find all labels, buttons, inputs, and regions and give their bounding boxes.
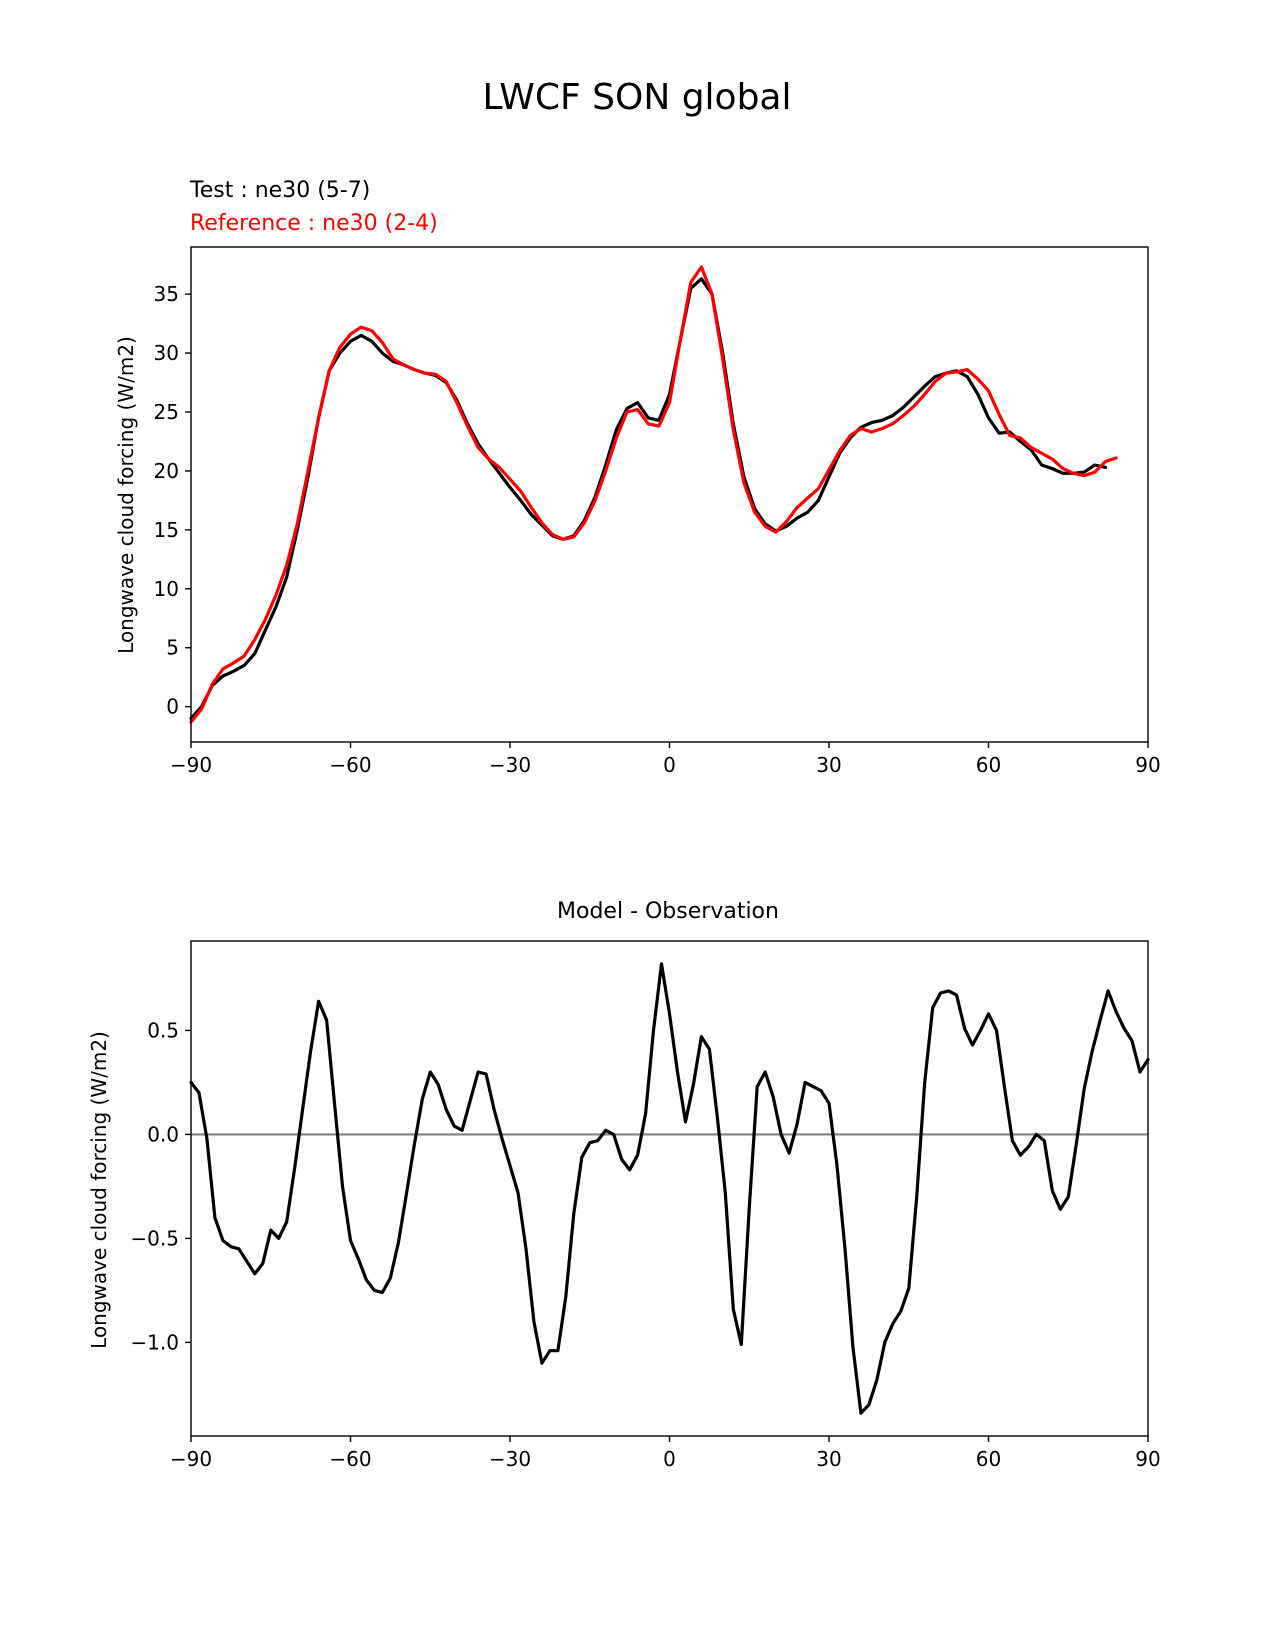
bottom-panel-title: Model - Observation [557, 899, 779, 924]
top-series-line-1 [189, 265, 1118, 724]
bottom-x-tick-label: 90 [1135, 1447, 1160, 1471]
top-y-axis-label: Longwave cloud forcing (W/m2) [114, 336, 138, 654]
top-series-line-0 [189, 277, 1108, 721]
top-panel: Test : ne30 (5-7) Reference : ne30 (2-4)… [114, 178, 1161, 777]
top-y-tick-label: 35 [154, 282, 179, 306]
bottom-axes: −90 −60 −30 0 30 60 90 −1.0 −0.5 0.0 0.5 [130, 940, 1161, 1471]
top-x-tick-label: 60 [976, 753, 1001, 777]
top-y-tick-label: 30 [154, 341, 179, 365]
bottom-y-tick-label: 0.0 [147, 1122, 179, 1146]
top-y-tick-label: 15 [154, 518, 179, 542]
bottom-x-tick-label: 30 [816, 1447, 841, 1471]
top-y-tick-label: 5 [166, 636, 179, 660]
bottom-y-tick-label: −0.5 [130, 1226, 179, 1250]
test-label: Test : ne30 (5-7) [189, 178, 370, 203]
bottom-x-tick-label: −90 [170, 1447, 212, 1471]
top-x-tick-label: 0 [663, 753, 676, 777]
top-y-tick-label: 20 [154, 459, 179, 483]
top-y-tick-label: 25 [154, 400, 179, 424]
top-x-tick-label: −90 [170, 753, 212, 777]
bottom-x-tick-label: 0 [663, 1447, 676, 1471]
top-x-tick-label: 30 [816, 753, 841, 777]
top-x-tick-label: −30 [489, 753, 531, 777]
reference-label: Reference : ne30 (2-4) [190, 211, 438, 236]
bottom-x-tick-label: −30 [489, 1447, 531, 1471]
bottom-x-tick-label: −60 [329, 1447, 371, 1471]
top-y-tick-label: 10 [154, 577, 179, 601]
top-plot-frame [190, 246, 1149, 743]
top-x-tick-label: 90 [1135, 753, 1160, 777]
bottom-y-axis-label: Longwave cloud forcing (W/m2) [87, 1031, 111, 1349]
top-x-tick-label: −60 [329, 753, 371, 777]
bottom-y-tick-label: −1.0 [130, 1330, 179, 1354]
bottom-series-line-0 [189, 962, 1150, 1415]
top-y-tick-label: 0 [166, 695, 179, 719]
figure-title: LWCF SON global [483, 77, 792, 118]
bottom-y-tick-label: 0.5 [147, 1018, 179, 1042]
bottom-x-tick-label: 60 [976, 1447, 1001, 1471]
top-axes: −90 −60 −30 0 30 60 90 0 5 10 15 20 25 30 35 [154, 246, 1161, 777]
bottom-panel: Model - Observation Longwave cloud forci… [87, 899, 1161, 1471]
